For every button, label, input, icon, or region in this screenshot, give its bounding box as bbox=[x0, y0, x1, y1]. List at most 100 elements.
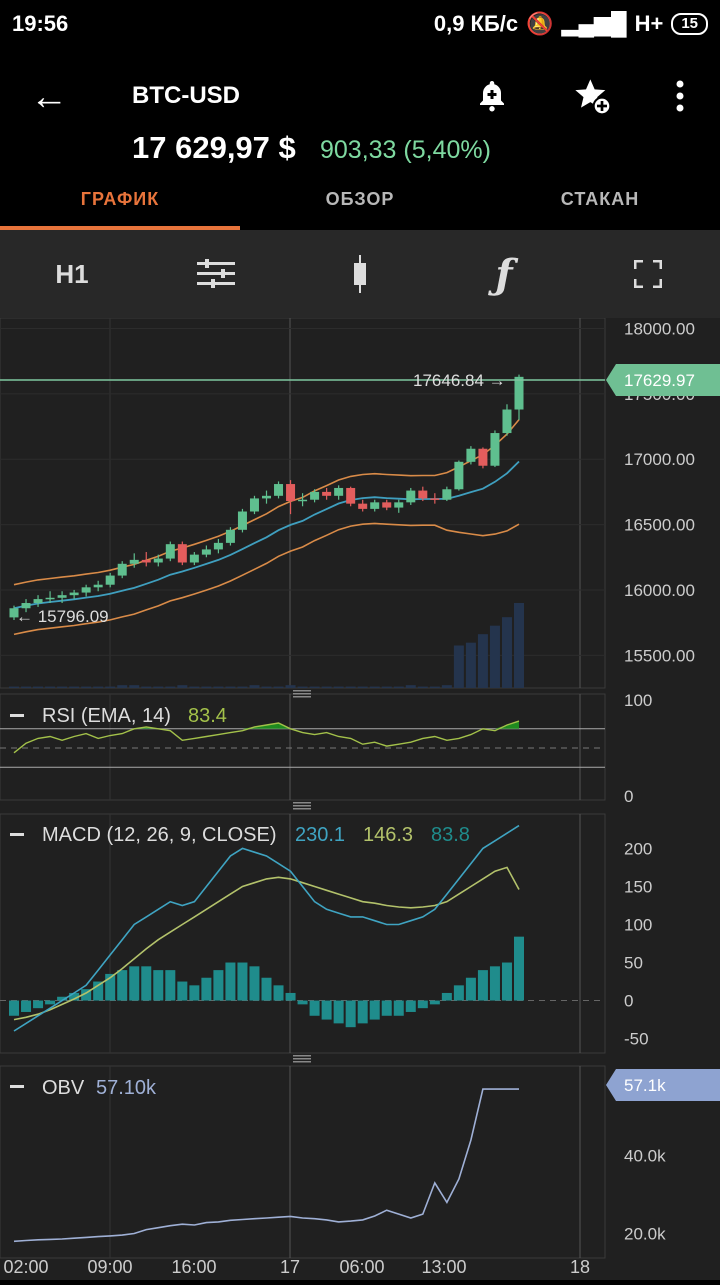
candle-body bbox=[189, 554, 199, 563]
macd-histogram-bar bbox=[381, 1000, 392, 1016]
macd-histogram-bar bbox=[93, 981, 104, 1001]
candle-body bbox=[129, 559, 139, 564]
asset-price: 17 629,97 $ bbox=[132, 130, 296, 165]
drag-handle-icon bbox=[293, 1061, 311, 1063]
tab-bar: ГРАФИК ОБЗОР СТАКАН bbox=[0, 178, 720, 230]
drag-handle-icon bbox=[293, 802, 311, 804]
asset-title: BTC-USD bbox=[132, 82, 240, 109]
chart-area[interactable]: 18000.0017500.0017000.0016500.0016000.00… bbox=[0, 317, 720, 1280]
last-price-label: 17629.97 bbox=[624, 371, 695, 390]
candle-body bbox=[237, 511, 247, 530]
interval-button[interactable]: H1 bbox=[55, 258, 89, 289]
volume-bar bbox=[297, 686, 308, 688]
drag-handle-icon bbox=[293, 696, 311, 698]
volume-bar bbox=[33, 686, 44, 688]
tab-chart[interactable]: ГРАФИК bbox=[0, 178, 240, 230]
macd-histogram-bar bbox=[201, 977, 212, 1001]
rsi-tick-label: 100 bbox=[624, 691, 652, 710]
candle-body bbox=[21, 603, 31, 609]
volume-bar bbox=[345, 686, 356, 688]
moving-average-line bbox=[13, 460, 520, 610]
tab-overview[interactable]: ОБЗОР bbox=[325, 189, 395, 209]
status-time: 19:56 bbox=[12, 11, 69, 36]
status-bar: 19:56 0,9 КБ/с 🔕 ▂▄▆█ H+ 15 bbox=[0, 0, 720, 48]
function-icon[interactable]: ƒ bbox=[495, 250, 513, 298]
candle-body bbox=[117, 563, 127, 576]
macd-histogram-bar bbox=[9, 1000, 19, 1016]
macd-histogram-bar bbox=[45, 1000, 56, 1005]
macd-signal-value: 146.3 bbox=[363, 824, 413, 846]
panel-frame-3 bbox=[0, 1065, 606, 1259]
drag-handle-icon bbox=[293, 805, 311, 807]
macd-histogram-bar bbox=[309, 1000, 320, 1016]
candle-body bbox=[69, 592, 79, 596]
macd-histogram-bar bbox=[405, 1000, 416, 1012]
price-tick-label: 15500.00 bbox=[624, 646, 695, 665]
volume-bar bbox=[477, 634, 488, 688]
candle-body bbox=[153, 558, 163, 563]
back-arrow-icon[interactable]: ← bbox=[30, 76, 68, 118]
candle-body bbox=[394, 502, 404, 508]
volume-bar bbox=[141, 686, 152, 688]
macd-histogram-bar bbox=[21, 1000, 32, 1012]
more-vert-icon[interactable] bbox=[660, 76, 700, 116]
macd-histogram-bar bbox=[465, 977, 476, 1001]
candle-body bbox=[454, 461, 464, 490]
macd-histogram-bar bbox=[225, 962, 236, 1001]
volume-bar bbox=[69, 686, 80, 688]
star-add-icon[interactable] bbox=[572, 76, 612, 116]
volume-bar bbox=[405, 685, 416, 688]
rsi-tick-label: 0 bbox=[624, 787, 633, 806]
macd-histogram-bar bbox=[477, 970, 488, 1001]
time-tick-label: 17 bbox=[280, 1257, 300, 1277]
price-tick-label: 17000.00 bbox=[624, 450, 695, 469]
drag-handle-icon bbox=[293, 690, 311, 692]
macd-histogram-bar bbox=[189, 985, 200, 1001]
candle-body bbox=[418, 490, 428, 499]
volume-bar bbox=[201, 686, 212, 688]
candlestick-icon[interactable] bbox=[330, 244, 390, 304]
candle-body bbox=[334, 487, 344, 496]
price-tick-label: 16500.00 bbox=[624, 516, 695, 535]
macd-tick-label: 50 bbox=[624, 954, 643, 973]
price-change: 903,33 (5,40%) bbox=[320, 136, 491, 164]
volume-bar bbox=[429, 686, 440, 688]
volume-bar bbox=[93, 686, 104, 688]
candle-body bbox=[298, 499, 308, 502]
candle-body bbox=[201, 549, 211, 555]
macd-histogram-bar bbox=[273, 985, 284, 1001]
chart-toolbar: H1 ƒ bbox=[0, 230, 720, 318]
candle-body bbox=[262, 495, 271, 499]
settings-sliders-icon[interactable] bbox=[186, 244, 246, 304]
macd-histogram-bar bbox=[33, 1000, 44, 1009]
macd-histogram-bar bbox=[441, 992, 452, 1001]
mute-icon: 🔕 bbox=[526, 11, 554, 36]
last-price-tag bbox=[606, 364, 720, 396]
macd-histogram-bar bbox=[177, 981, 188, 1001]
macd-histogram-bar bbox=[237, 962, 248, 1001]
volume-bar bbox=[81, 686, 92, 688]
macd-histogram-bar bbox=[69, 992, 80, 1001]
rsi-value: 83.4 bbox=[188, 705, 227, 727]
macd-histogram-bar bbox=[117, 970, 128, 1001]
macd-histogram-bar bbox=[165, 970, 176, 1001]
collapse-macd-icon bbox=[10, 833, 24, 836]
macd-histogram-bar bbox=[453, 985, 464, 1001]
volume-bar bbox=[441, 685, 452, 688]
volume-bar bbox=[357, 686, 368, 688]
candle-body bbox=[33, 599, 43, 604]
chart-svg[interactable]: 18000.0017500.0017000.0016500.0016000.00… bbox=[0, 317, 720, 1280]
bell-add-icon[interactable] bbox=[472, 76, 512, 116]
collapse-rsi-icon bbox=[10, 714, 24, 717]
volume-bar bbox=[489, 625, 500, 688]
candle-body bbox=[225, 529, 235, 543]
candle-body bbox=[93, 584, 103, 588]
candle-body bbox=[430, 498, 440, 500]
tab-orderbook[interactable]: СТАКАН bbox=[560, 189, 640, 209]
volume-bar bbox=[465, 642, 476, 688]
macd-histogram-bar bbox=[141, 966, 152, 1001]
volume-bar bbox=[117, 685, 128, 688]
candle-body bbox=[382, 502, 392, 508]
macd-histogram-bar bbox=[393, 1000, 404, 1016]
fullscreen-icon[interactable] bbox=[618, 244, 678, 304]
